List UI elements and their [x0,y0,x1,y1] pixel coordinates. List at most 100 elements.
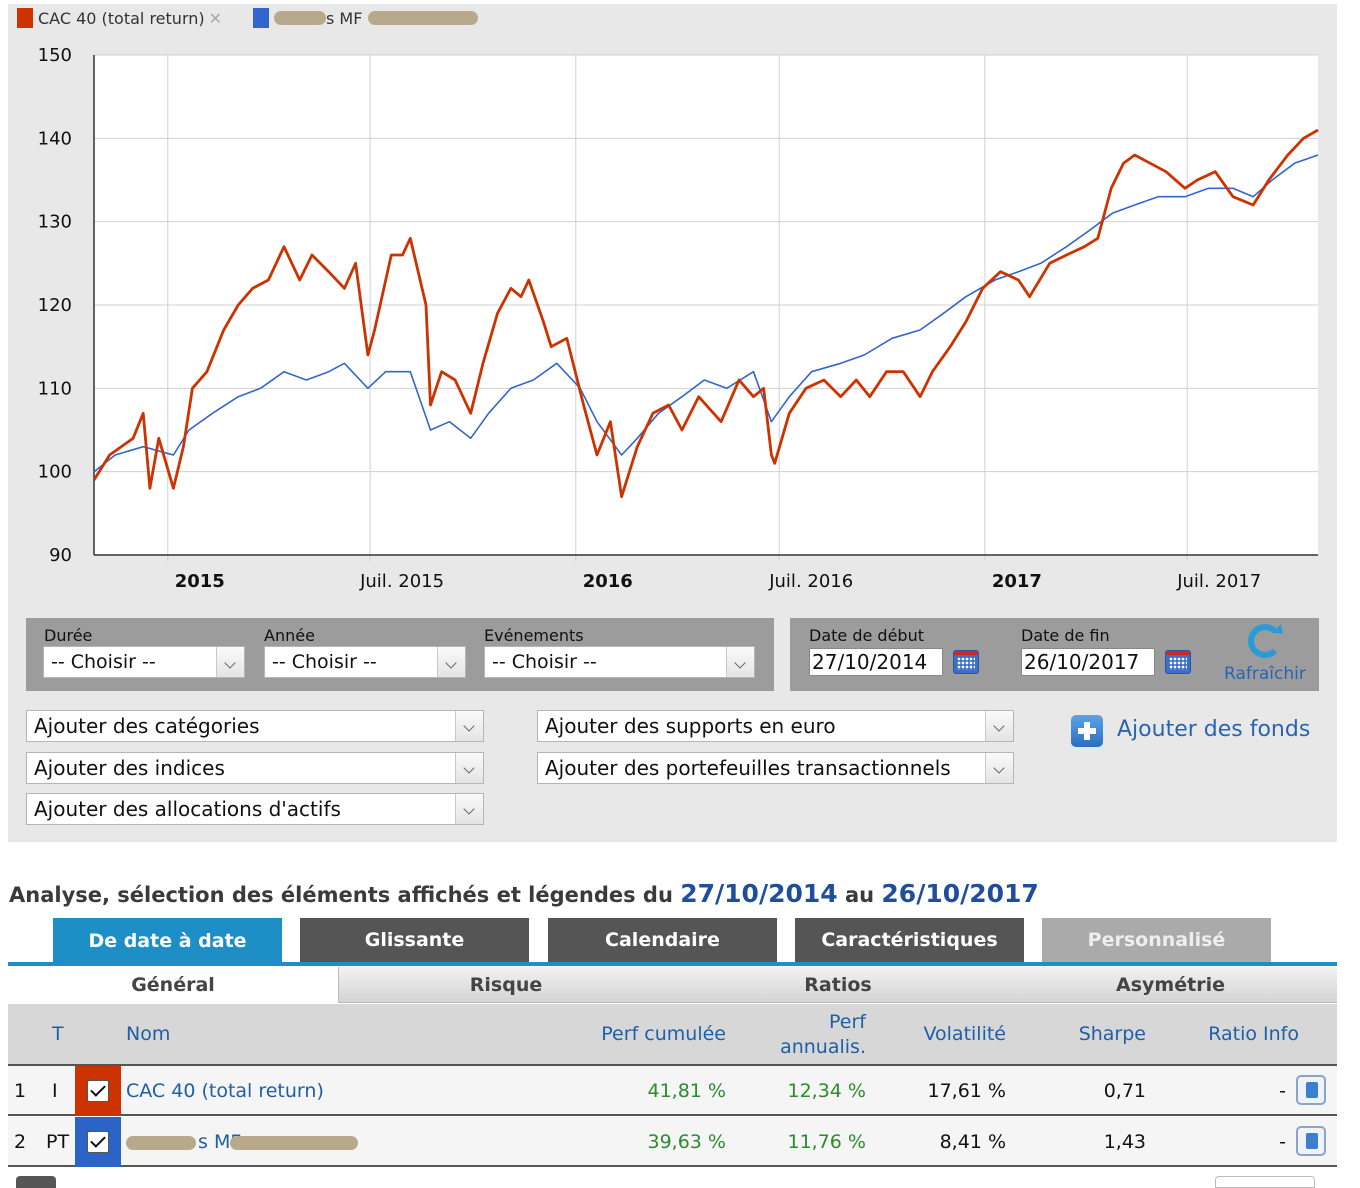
legend-swatch [253,8,269,28]
evenements-select[interactable]: -- Choisir -- [484,646,755,678]
header-sharpe[interactable]: Sharpe [1078,1023,1146,1045]
analysis-date-from: 27/10/2014 [680,879,838,908]
performance-chart: 90 100 110 120 130 140 150 2015 Juil. 2015 2016 Ju… [38,45,1319,592]
add-indices-select[interactable]: Ajouter des indices [26,752,484,784]
date-debut-input[interactable]: 27/10/2014 [809,648,943,676]
x-tick-label: 2016 [583,571,633,592]
footer-select[interactable] [1215,1176,1315,1188]
trash-icon[interactable] [1296,1126,1326,1156]
x-tick-label: Juil. 2017 [1176,571,1261,592]
add-supports-euro-label: Ajouter des supports en euro [545,714,836,738]
y-tick-label: 150 [38,45,72,66]
chevron-down-icon [455,794,483,824]
chevron-down-icon [437,647,465,677]
row-checkbox[interactable] [87,1080,109,1102]
subtab-risque[interactable]: Risque [469,974,543,996]
header-perf-annualis-line2[interactable]: annualis. [780,1036,866,1058]
chevron-down-icon [726,647,754,677]
annee-select-value: -- Choisir -- [272,651,377,673]
chevron-down-icon [985,711,1013,741]
date-fin-input[interactable]: 26/10/2017 [1021,648,1155,676]
row-name-link[interactable]: CAC 40 (total return) [126,1080,324,1102]
row-sharpe: 1,43 [1103,1131,1146,1153]
duree-select[interactable]: -- Choisir -- [43,646,245,678]
refresh-icon[interactable] [1248,624,1282,658]
y-tick-label: 100 [38,462,72,483]
series-line-cac40 [92,128,1319,499]
add-allocations-select[interactable]: Ajouter des allocations d'actifs [26,793,484,825]
row-volatilite: 8,41 % [939,1131,1006,1153]
analysis-date-to: 26/10/2017 [881,879,1039,908]
row-type: I [52,1080,58,1102]
header-perf-cumulee[interactable]: Perf cumulée [601,1023,726,1045]
add-supports-euro-select[interactable]: Ajouter des supports en euro [537,710,1014,742]
analysis-title-joiner: au [844,883,875,907]
close-icon[interactable]: ✕ [208,8,223,28]
evenements-select-value: -- Choisir -- [492,651,597,673]
row-number: 1 [14,1080,27,1102]
chevron-down-icon [455,753,483,783]
tab-personnalise[interactable]: Personnalisé [1042,918,1271,962]
x-tick-label: 2015 [175,571,225,592]
duree-label: Durée [44,626,93,645]
evenements-label: Evénements [484,626,584,645]
add-portefeuilles-select[interactable]: Ajouter des portefeuilles transactionnel… [537,752,1014,784]
row-checkbox[interactable] [87,1131,109,1153]
row-perf-annualis: 11,76 % [787,1131,867,1153]
add-allocations-label: Ajouter des allocations d'actifs [34,797,341,821]
tab-glissante[interactable]: Glissante [300,918,529,962]
y-tick-label: 140 [38,128,72,149]
row-name-link[interactable]: s MF [198,1131,242,1153]
chevron-down-icon [985,753,1013,783]
y-tick-label: 120 [38,295,72,316]
refresh-button[interactable]: Rafraîchir [1224,664,1306,684]
header-nom[interactable]: Nom [126,1023,171,1045]
analysis-title-prefix: Analyse, sélection des éléments affichés… [9,883,673,907]
subtab-ratios[interactable]: Ratios [804,974,872,996]
subtab-bar: Général Risque Ratios Asymétrie [8,967,1337,1003]
row-volatilite: 17,61 % [927,1080,1007,1102]
header-ratio-info[interactable]: Ratio Info [1208,1023,1299,1045]
legend-item-fund[interactable]: s MF [253,7,479,29]
calendar-icon[interactable] [1165,650,1191,674]
tab-underline [8,962,1337,966]
plus-icon[interactable] [1071,715,1103,747]
row-sharpe: 0,71 [1103,1080,1146,1102]
tab-calendaire[interactable]: Calendaire [548,918,777,962]
add-portefeuilles-label: Ajouter des portefeuilles transactionnel… [545,756,951,780]
redacted-mark [274,11,326,25]
legend-label: s MF [326,8,363,28]
header-volatilite[interactable]: Volatilité [923,1023,1007,1045]
tab-caracteristiques[interactable]: Caractéristiques [795,918,1024,962]
table-row: 1 I CAC 40 (total return) 41,81 % 12,34 … [8,1066,1337,1116]
analysis-title: Analyse, sélection des éléments affichés… [9,879,1039,908]
chevron-down-icon [216,647,244,677]
x-tick-label: Juil. 2015 [359,571,444,592]
trash-icon[interactable] [1296,1075,1326,1105]
duree-select-value: -- Choisir -- [51,651,156,673]
calendar-icon[interactable] [953,650,979,674]
annee-label: Année [264,626,315,645]
add-fonds-button[interactable]: Ajouter des fonds [1117,717,1311,742]
y-tick-label: 130 [38,212,72,233]
legend-item-cac40[interactable]: CAC 40 (total return) ✕ [17,7,222,29]
row-type: PT [46,1131,70,1153]
row-ratio-info: - [1279,1080,1286,1102]
legend-label: CAC 40 (total return) [38,8,205,28]
subtab-asymetrie[interactable]: Asymétrie [1116,974,1225,996]
header-type[interactable]: T [52,1023,64,1045]
subtab-general[interactable]: Général [8,967,339,1003]
filter-dates-box: Date de début Date de fin 27/10/2014 26/… [790,618,1319,691]
y-tick-label: 90 [49,545,72,566]
footer-button[interactable] [16,1176,56,1188]
header-perf-annualis-line1[interactable]: Perf [829,1011,866,1033]
x-tick-label: 2017 [992,571,1042,592]
redacted-mark [230,1136,358,1150]
chevron-down-icon [455,711,483,741]
annee-select[interactable]: -- Choisir -- [264,646,466,678]
date-fin-label: Date de fin [1021,626,1110,645]
tab-de-date-a-date[interactable]: De date à date [53,918,282,964]
add-categories-label: Ajouter des catégories [34,714,260,738]
redacted-mark [126,1136,196,1150]
add-categories-select[interactable]: Ajouter des catégories [26,710,484,742]
